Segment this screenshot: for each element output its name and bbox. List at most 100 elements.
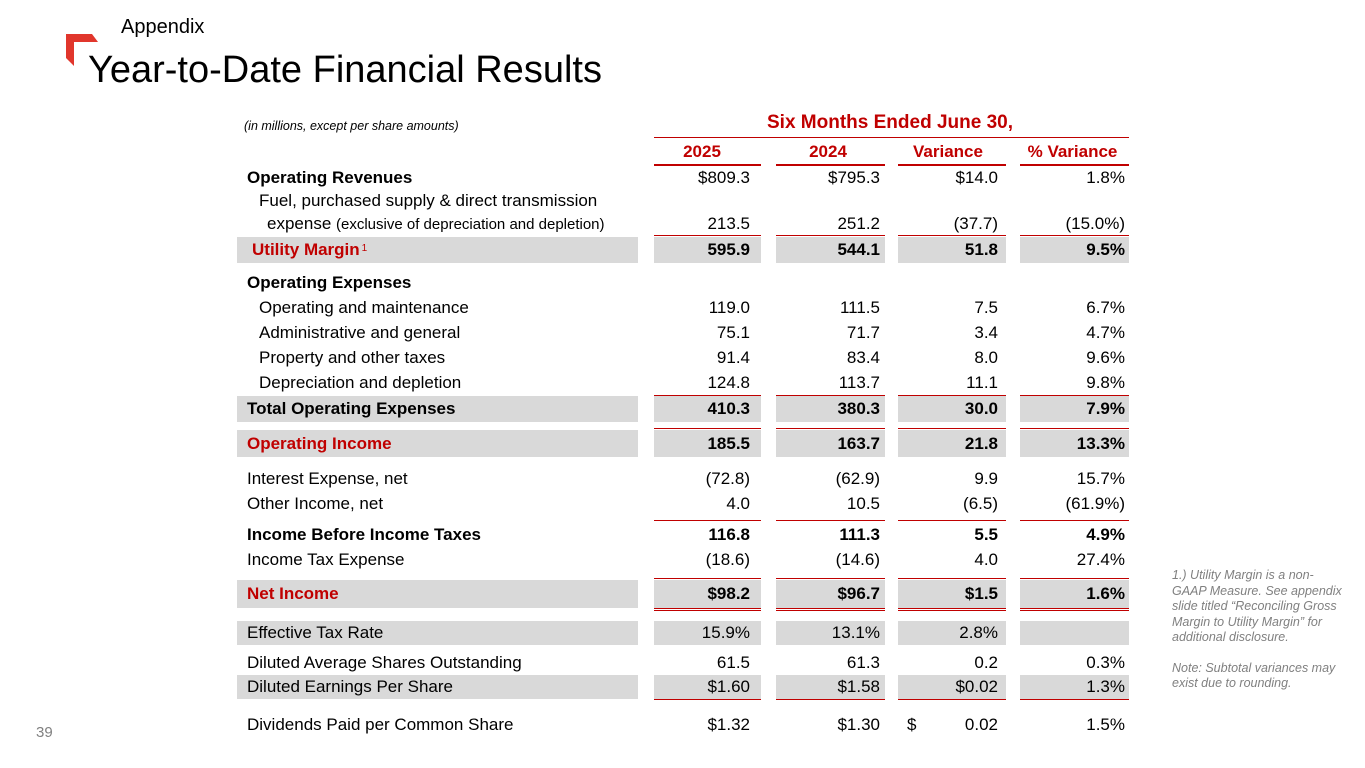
- cell-2025: 75.1: [716, 323, 750, 342]
- cell-2024: 544.1: [837, 240, 880, 259]
- row-label: Net Income: [247, 584, 339, 603]
- row-shade: [776, 396, 885, 422]
- rule: [898, 428, 1006, 429]
- rule: [776, 699, 885, 700]
- cell-2025: 116.8: [708, 525, 750, 544]
- row-shade: [898, 237, 1006, 263]
- rule: [1020, 428, 1129, 429]
- header-underline: [654, 164, 761, 166]
- row-shade: [237, 621, 638, 645]
- cell-variance: $14.0: [955, 168, 998, 187]
- cell-2025: 124.8: [707, 373, 750, 392]
- cell-2025: $1.32: [707, 715, 750, 734]
- table-row: Utility Margin 1 595.9 544.1 51.8 9.5%: [0, 237, 1365, 263]
- cell-2024: 251.2: [837, 214, 880, 233]
- cell-variance: 2.8%: [959, 623, 998, 642]
- row-shade: [654, 675, 761, 699]
- cell-2024: (14.6): [835, 550, 880, 569]
- rule: [1020, 699, 1129, 700]
- row-shade: [654, 621, 761, 645]
- period-header: Six Months Ended June 30,: [767, 112, 1013, 133]
- cell-variance: (37.7): [953, 214, 998, 233]
- unit-note: (in millions, except per share amounts): [244, 119, 459, 133]
- rule: [1020, 520, 1129, 521]
- table-row: Other Income, net 4.0 10.5 (6.5) (61.9%): [0, 491, 1365, 516]
- cell-2024: $1.58: [837, 677, 880, 696]
- row-shade: [898, 580, 1006, 608]
- cell-pct-variance: 1.6%: [1086, 584, 1125, 603]
- rule: [654, 428, 761, 429]
- cell-2025: $809.3: [698, 168, 750, 187]
- table-row: Interest Expense, net (72.8) (62.9) 9.9 …: [0, 466, 1365, 491]
- row-shade: [654, 430, 761, 457]
- column-header-variance: Variance: [913, 142, 983, 161]
- cell-pct-variance: 1.8%: [1086, 168, 1125, 187]
- page-number: 39: [36, 724, 53, 741]
- cell-pct-variance: 15.7%: [1076, 469, 1125, 488]
- column-header-2024: 2024: [809, 142, 847, 161]
- cell-variance: 30.0: [964, 399, 998, 418]
- table-row: Diluted Average Shares Outstanding 61.5 …: [0, 650, 1365, 675]
- row-label: Diluted Average Shares Outstanding: [247, 653, 522, 672]
- row-label-text: Utility Margin: [252, 240, 360, 259]
- row-label: Effective Tax Rate: [247, 623, 384, 642]
- cell-2024: 113.7: [838, 373, 880, 392]
- footnote-utility-margin: 1.) Utility Margin is a non-GAAP Measure…: [1172, 568, 1342, 644]
- cell-2025: 91.4: [716, 348, 750, 367]
- cell-2024: $1.30: [837, 715, 880, 734]
- dollar-sign: $: [907, 715, 917, 734]
- table-row: Fuel, purchased supply & direct transmis…: [0, 188, 1365, 213]
- cell-variance: 0.2: [974, 653, 998, 672]
- row-shade: [1020, 580, 1129, 608]
- row-label: Operating and maintenance: [259, 298, 469, 317]
- row-shade: [776, 430, 885, 457]
- page-title: Year-to-Date Financial Results: [88, 49, 602, 91]
- cell-2025: (18.6): [705, 550, 750, 569]
- cell-2025: $1.60: [707, 677, 750, 696]
- cell-2024: (62.9): [835, 469, 880, 488]
- cell-2024: $96.7: [837, 584, 880, 603]
- double-rule: [898, 608, 1006, 611]
- row-shade: [776, 675, 885, 699]
- row-label: Operating Revenues: [247, 168, 413, 187]
- cell-pct-variance: 27.4%: [1076, 550, 1125, 569]
- cell-pct-variance: 1.3%: [1086, 677, 1125, 696]
- cell-pct-variance: [1020, 621, 1125, 645]
- row-label: Total Operating Expenses: [247, 399, 456, 418]
- row-label-note: (exclusive of depreciation and depletion…: [336, 216, 605, 233]
- row-shade: [654, 237, 761, 263]
- double-rule: [654, 608, 761, 611]
- row-shade: [237, 396, 638, 422]
- table-row: Effective Tax Rate 15.9% 13.1% 2.8%: [0, 621, 1365, 645]
- row-label: Property and other taxes: [259, 348, 446, 367]
- rule: [654, 395, 761, 396]
- row-shade: [237, 237, 638, 263]
- table-row: Administrative and general 75.1 71.7 3.4…: [0, 320, 1365, 345]
- row-shade: [1020, 237, 1129, 263]
- cell-pct-variance: 1.5%: [1086, 715, 1125, 734]
- rule: [898, 520, 1006, 521]
- row-shade: [654, 396, 761, 422]
- cell-2024: 111.3: [839, 525, 880, 544]
- cell-2024: 71.7: [846, 323, 880, 342]
- cell-2025: 595.9: [707, 240, 750, 259]
- cell-2024: 380.3: [837, 399, 880, 418]
- cell-pct-variance: 4.7%: [1086, 323, 1125, 342]
- rule: [654, 699, 761, 700]
- rule: [1020, 578, 1129, 579]
- table-row: Net Income $98.2 $96.7 $1.5 1.6%: [0, 580, 1365, 608]
- header-underline: [898, 164, 1006, 166]
- row-label: Income Before Income Taxes: [247, 525, 481, 544]
- cell-2024: 13.1%: [831, 623, 880, 642]
- cell-pct-variance: (15.0%): [1065, 214, 1125, 233]
- footnote-block: 1.) Utility Margin is a non-GAAP Measure…: [1172, 568, 1347, 692]
- rule: [776, 520, 885, 521]
- row-shade: [898, 675, 1006, 699]
- row-label: Operating Income: [247, 434, 392, 453]
- double-rule: [1020, 608, 1129, 611]
- cell-2025: (72.8): [705, 469, 750, 488]
- cell-variance: (6.5): [963, 494, 998, 513]
- table-row: Operating Revenues $809.3 $795.3 $14.0 1…: [0, 165, 1365, 190]
- row-label: expense (exclusive of depreciation and d…: [267, 211, 605, 236]
- row-shade: [1020, 396, 1129, 422]
